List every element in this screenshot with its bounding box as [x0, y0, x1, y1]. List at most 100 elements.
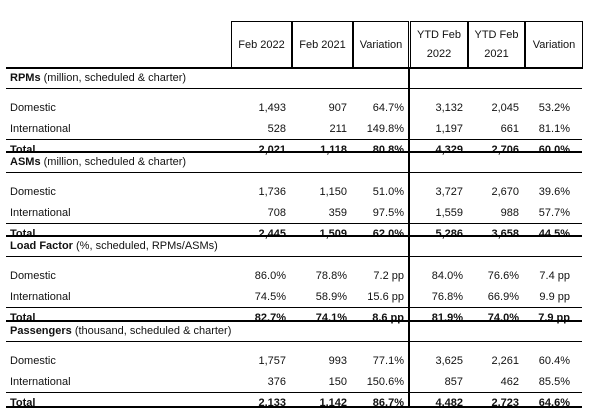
total-rule	[6, 392, 582, 393]
table-cell: 3,132	[435, 102, 463, 114]
table-cell: 44.5%	[538, 228, 570, 240]
table-cell: 85.5%	[538, 376, 570, 388]
table-cell: 150.6%	[366, 376, 404, 388]
section-title-rule	[6, 88, 582, 89]
table-cell: 2,133	[258, 397, 286, 409]
section-title-bold: Load Factor	[10, 240, 73, 252]
table-cell: 907	[328, 102, 347, 114]
column-header: Variation	[353, 21, 409, 69]
table-cell: 53.2%	[538, 102, 570, 114]
column-header: Feb 2021	[292, 21, 353, 69]
section-title-note: (million, scheduled & charter)	[40, 72, 187, 84]
table-bottom-rule	[6, 406, 582, 408]
row-label: Domestic	[10, 270, 56, 282]
column-header-line: 2022	[426, 48, 452, 60]
table-cell: 1,118	[320, 144, 347, 156]
column-header: YTD Feb 2022	[410, 21, 468, 69]
table-cell: 62.0%	[372, 228, 404, 240]
total-rule	[6, 139, 582, 140]
section-title: RPMs (million, scheduled & charter)	[10, 69, 186, 87]
table-cell: 81.1%	[538, 123, 570, 135]
total-rule	[6, 307, 582, 308]
row-label: International	[10, 207, 71, 219]
section-title-rule	[6, 256, 582, 257]
section-rule	[6, 151, 582, 153]
column-header-line: YTD Feb	[416, 29, 461, 41]
table-cell: 2,723	[491, 397, 519, 409]
section-title-note: (million, scheduled & charter)	[40, 156, 187, 168]
row-label: Domestic	[10, 102, 56, 114]
row-label: Domestic	[10, 355, 56, 367]
section-title-bold: ASMs	[10, 156, 41, 168]
column-header-line: YTD Feb	[474, 29, 519, 41]
table-cell: 988	[500, 207, 519, 219]
table-cell: 1,142	[319, 397, 347, 409]
table-cell: 8.6 pp	[372, 312, 404, 324]
section-title-bold: Passengers	[10, 325, 72, 337]
table-cell: 2,021	[258, 144, 286, 156]
table-cell: 3,658	[491, 228, 519, 240]
row-label: Total	[10, 397, 36, 409]
table-cell: 359	[328, 207, 347, 219]
table-cell: 76.6%	[487, 270, 519, 282]
table-cell: 66.9%	[487, 291, 519, 303]
column-header: YTD Feb 2021	[468, 21, 525, 69]
table-cell: 857	[444, 376, 463, 388]
table-cell: 74.0%	[487, 312, 519, 324]
table-cell: 2,045	[491, 102, 519, 114]
table-cell: 51.0%	[372, 186, 404, 198]
table-cell: 5,286	[435, 228, 463, 240]
section-title: Passengers (thousand, scheduled & charte…	[10, 322, 231, 340]
table-cell: 7.9 pp	[538, 312, 570, 324]
table-cell: 2,670	[491, 186, 519, 198]
table-cell: 3,727	[435, 186, 463, 198]
table-cell: 3,625	[435, 355, 463, 367]
table-cell: 78.8%	[315, 270, 347, 282]
table-cell: 57.7%	[538, 207, 570, 219]
section-title-rule	[6, 341, 582, 342]
table-cell: 7.2 pp	[373, 270, 404, 282]
table-cell: 82.7%	[254, 312, 286, 324]
table-cell: 80.8%	[372, 144, 404, 156]
table-cell: 64.7%	[372, 102, 404, 114]
section-title-note: (%, scheduled, RPMs/ASMs)	[72, 240, 218, 252]
row-label: Total	[10, 144, 36, 156]
table-cell: 84.0%	[431, 270, 463, 282]
table-cell: 993	[328, 355, 347, 367]
table-cell: 64.6%	[538, 397, 570, 409]
row-label: International	[10, 376, 71, 388]
table-cell: 76.8%	[431, 291, 463, 303]
table-cell: 528	[267, 123, 286, 135]
table-cell: 86.7%	[372, 397, 404, 409]
table-cell: 1,559	[435, 207, 463, 219]
table-cell: 74.5%	[254, 291, 286, 303]
row-label: International	[10, 123, 71, 135]
total-rule	[6, 223, 582, 224]
column-header: Variation	[525, 21, 583, 69]
table-cell: 1,757	[258, 355, 286, 367]
section-rule	[6, 320, 582, 322]
section-title-bold: RPMs	[10, 72, 41, 84]
table-cell: 1,197	[435, 123, 463, 135]
table-cell: 1,150	[319, 186, 347, 198]
table-cell: 376	[267, 376, 286, 388]
section-title-note: (thousand, scheduled & charter)	[71, 325, 232, 337]
table-cell: 60.0%	[538, 144, 570, 156]
table-cell: 74.1%	[315, 312, 347, 324]
section-rule	[6, 67, 582, 69]
section-rule	[6, 235, 582, 237]
table-cell: 661	[500, 123, 519, 135]
table-cell: 1,736	[258, 186, 286, 198]
table-cell: 2,261	[491, 355, 519, 367]
table-cell: 4,482	[435, 397, 463, 409]
table-cell: 2,445	[258, 228, 286, 240]
table-cell: 7.4 pp	[539, 270, 570, 282]
row-label: International	[10, 291, 71, 303]
table-cell: 211	[329, 123, 347, 135]
section-title-rule	[6, 172, 582, 173]
table-cell: 708	[267, 207, 286, 219]
row-label: Domestic	[10, 186, 56, 198]
table-cell: 15.6 pp	[367, 291, 404, 303]
section-title: ASMs (million, scheduled & charter)	[10, 153, 186, 171]
table-cell: 86.0%	[254, 270, 286, 282]
